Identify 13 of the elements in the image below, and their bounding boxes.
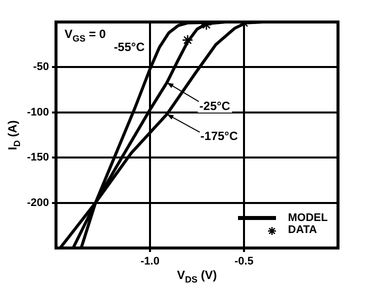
x-axis-title: V$_{DS}$ (V) <box>177 268 217 284</box>
legend-label: DATA <box>288 224 317 236</box>
x-tick-label: -0.5 <box>234 256 254 268</box>
y-tick-label: -200 <box>26 196 49 209</box>
annotation: -25°C <box>199 98 230 113</box>
annotation: -55°C <box>114 40 145 54</box>
y-tick-label: -100 <box>26 106 49 118</box>
y-tick-label: -50 <box>33 61 49 74</box>
y-tick-label: -150 <box>26 152 49 164</box>
legend-label: MODEL <box>288 212 328 224</box>
x-tick-label: -1.0 <box>140 256 160 268</box>
annotation: -175°C <box>200 129 238 144</box>
annotation: V$_{GS}$ = 0 <box>64 26 106 43</box>
